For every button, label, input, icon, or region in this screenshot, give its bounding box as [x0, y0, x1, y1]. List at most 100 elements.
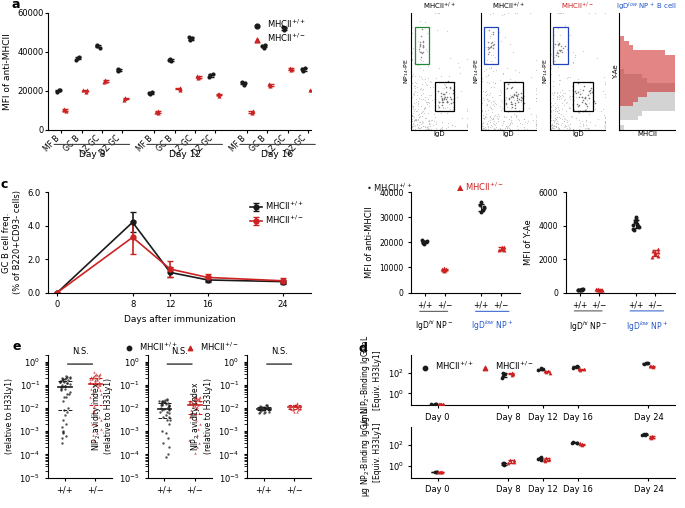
Point	[573, 79, 584, 87]
Point	[295, 405, 306, 413]
Point	[99, 76, 110, 84]
Point	[406, 48, 417, 56]
Point	[420, 122, 431, 130]
Point	[486, 62, 497, 71]
Point	[476, 125, 487, 134]
Point	[461, 55, 472, 64]
Point	[191, 404, 202, 412]
Point	[422, 98, 433, 106]
Point	[501, 104, 512, 112]
Point	[553, 96, 564, 104]
Point	[435, 125, 446, 133]
Point	[536, 453, 547, 461]
Point	[290, 402, 301, 410]
Point	[499, 243, 510, 251]
Point	[582, 104, 593, 112]
Point	[482, 43, 493, 51]
Point	[495, 102, 506, 110]
Point	[531, 118, 542, 126]
Point	[436, 98, 447, 106]
Point	[208, 70, 219, 78]
Point	[410, 115, 421, 123]
Point	[259, 44, 270, 52]
Point	[442, 97, 453, 105]
Point	[519, 118, 530, 126]
Point	[531, 93, 542, 102]
Point	[642, 359, 653, 367]
Point	[545, 121, 556, 129]
Point	[507, 118, 518, 126]
Point	[486, 57, 497, 65]
Point	[515, 89, 526, 98]
Point	[484, 96, 495, 104]
Point	[188, 402, 199, 410]
Point	[638, 360, 649, 368]
Point	[191, 399, 202, 407]
Point	[493, 246, 504, 255]
Point	[504, 75, 515, 83]
Point	[545, 108, 556, 116]
Point	[414, 110, 425, 118]
Bar	[619, 55, 685, 59]
Point	[461, 105, 472, 113]
Point	[513, 106, 524, 114]
Point	[58, 397, 68, 405]
Point	[504, 124, 515, 133]
Point	[423, 124, 434, 133]
Point	[410, 121, 421, 130]
Text: IgD$^{hi}$ NP$^-$: IgD$^{hi}$ NP$^-$	[569, 319, 607, 334]
Point	[408, 90, 419, 98]
Point	[581, 101, 592, 109]
Point	[287, 406, 298, 415]
Point	[577, 107, 588, 115]
Point	[486, 65, 497, 73]
Point	[565, 92, 576, 100]
Point	[417, 121, 428, 130]
Point	[551, 9, 562, 17]
Point	[481, 101, 492, 109]
Point	[627, 225, 638, 233]
Point	[417, 112, 428, 120]
Point	[60, 432, 71, 440]
Point	[492, 114, 503, 122]
Point	[567, 102, 578, 110]
Point	[584, 124, 595, 133]
Point	[54, 86, 65, 94]
Point	[550, 122, 561, 131]
Point	[556, 42, 566, 50]
Point	[476, 125, 487, 133]
Point	[574, 364, 585, 372]
Point	[419, 109, 429, 117]
Point	[431, 467, 442, 475]
Point	[58, 106, 69, 114]
Point	[652, 251, 663, 260]
Bar	[619, 83, 685, 88]
Point	[90, 379, 101, 387]
Point	[93, 370, 104, 378]
Point	[553, 42, 564, 50]
Point	[422, 109, 433, 117]
Point	[443, 98, 453, 106]
Point	[415, 84, 426, 92]
Point	[477, 206, 488, 214]
Point	[292, 406, 303, 415]
Point	[568, 48, 579, 56]
Bar	[414, 27, 429, 64]
Point	[483, 79, 494, 87]
Point	[157, 397, 168, 405]
Point	[482, 71, 493, 79]
Point	[434, 98, 445, 106]
Point	[155, 404, 166, 412]
Point	[56, 423, 67, 431]
Point	[82, 86, 92, 94]
Point	[508, 78, 519, 86]
Point	[508, 458, 519, 466]
Point	[551, 107, 562, 115]
Point	[413, 124, 424, 132]
Point	[413, 100, 424, 108]
Text: IgD$^{low}$ NP$^+$: IgD$^{low}$ NP$^+$	[625, 319, 668, 334]
Point	[575, 285, 586, 294]
Point	[547, 123, 558, 132]
Point	[164, 443, 175, 452]
Point	[545, 103, 556, 111]
